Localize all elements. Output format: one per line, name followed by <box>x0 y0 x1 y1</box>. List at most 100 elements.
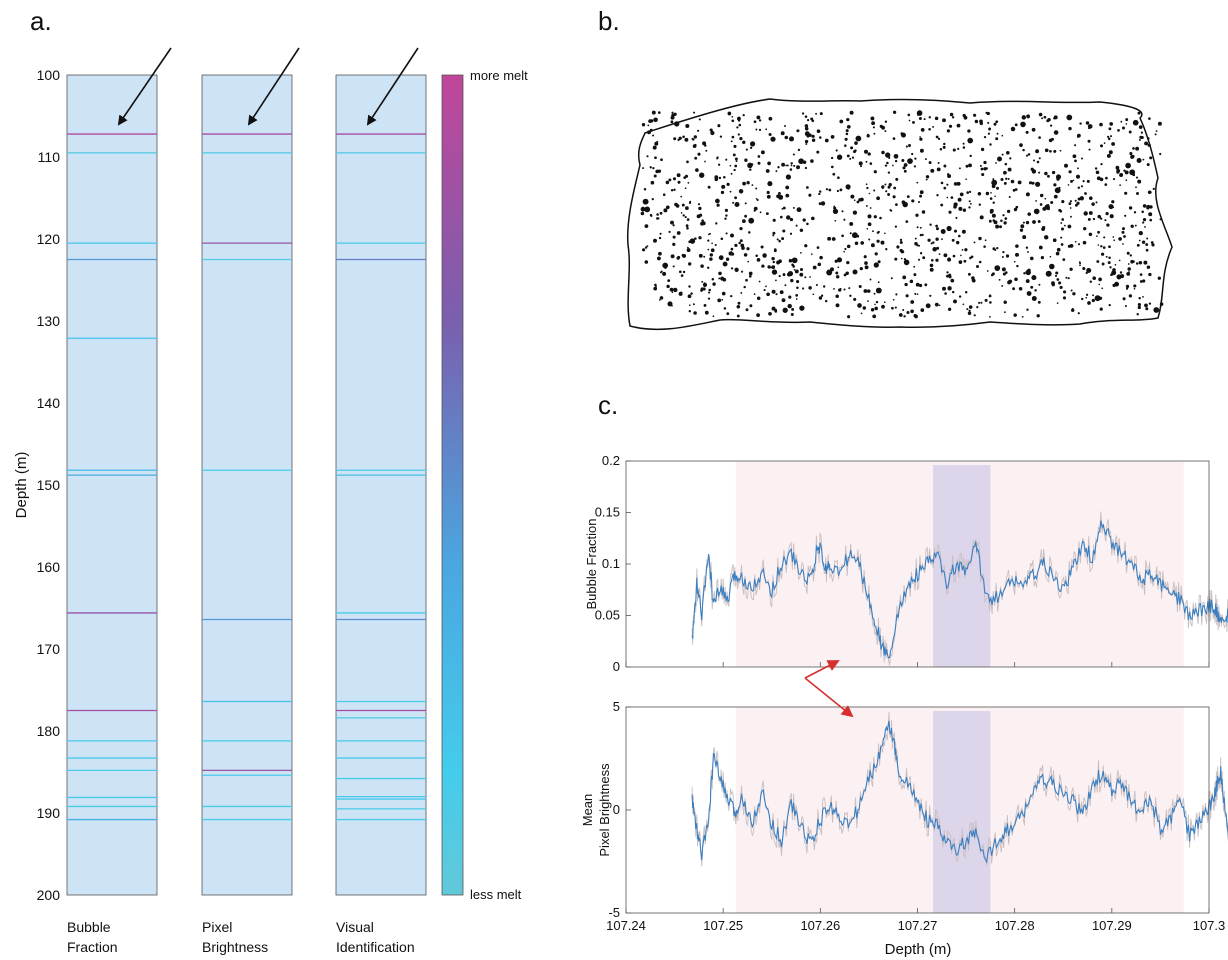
bubble-dot <box>892 195 896 199</box>
bubble-dot <box>916 114 919 116</box>
bubble-dot <box>650 119 654 123</box>
bubble-dot <box>702 141 707 146</box>
bubble-dot <box>1012 188 1016 192</box>
bubble-dot <box>729 164 732 167</box>
bubble-dot <box>928 128 931 131</box>
bubble-dot <box>672 224 675 227</box>
bubble-dot <box>1108 150 1113 155</box>
bubble-dot <box>943 164 947 168</box>
bubble-dot <box>798 158 804 165</box>
bubble-dot <box>728 251 733 256</box>
bubble-dot <box>1068 170 1072 174</box>
bubble-dot <box>750 141 756 147</box>
bubble-dot <box>734 196 738 200</box>
bubble-dot <box>1056 278 1060 281</box>
bubble-dot <box>901 132 906 138</box>
bubble-dot <box>934 302 939 307</box>
bubble-dot <box>811 216 815 221</box>
bubble-dot <box>848 287 851 290</box>
bubble-dot <box>693 135 697 139</box>
bubble-dot <box>967 272 971 276</box>
bubble-dot <box>1017 180 1022 185</box>
bubble-dot <box>962 142 965 145</box>
bubble-dot <box>978 203 981 206</box>
bubble-dot <box>723 175 726 179</box>
bubble-dot <box>734 267 739 272</box>
bubble-dot <box>670 220 674 225</box>
bubble-dot <box>1027 212 1031 216</box>
bubble-dot <box>676 231 681 235</box>
bubble-dot <box>1120 120 1123 123</box>
bubble-dot <box>758 280 761 283</box>
bubble-dot <box>1151 243 1155 247</box>
bubble-dot <box>978 260 982 264</box>
bubble-dot <box>976 306 979 309</box>
bubble-dot <box>948 273 952 277</box>
bubble-dot <box>951 290 955 294</box>
bubble-dot <box>780 131 785 136</box>
bubble-dot <box>730 233 734 238</box>
bubble-dot <box>1053 130 1059 135</box>
bubble-dot <box>739 239 743 243</box>
bubble-dot <box>755 187 758 190</box>
bubble-dot <box>756 296 761 301</box>
bubble-dot <box>1025 130 1029 134</box>
bubble-dot <box>771 257 775 261</box>
bubble-dot <box>1086 267 1092 274</box>
bubble-dot <box>967 137 974 144</box>
bubble-dot <box>788 136 795 142</box>
bubble-dot <box>1031 181 1035 185</box>
bubble-dot <box>955 216 958 219</box>
bubble-dot <box>967 129 971 133</box>
bubble-dot <box>668 230 671 233</box>
bubble-dot <box>968 190 972 194</box>
bubble-dot <box>918 117 922 120</box>
bubble-dot <box>738 189 744 194</box>
bubble-dot <box>1107 137 1111 141</box>
bubble-dot <box>894 306 897 309</box>
bubble-dot <box>950 196 954 199</box>
bubble-dot <box>1074 159 1077 163</box>
bubble-dot <box>925 303 931 309</box>
bubble-dot <box>1135 186 1137 189</box>
bubble-dot <box>1043 235 1049 240</box>
bubble-dot <box>874 306 878 311</box>
bubble-dot <box>1056 177 1060 181</box>
bubble-dot <box>1060 227 1065 231</box>
bubble-dot <box>644 224 649 229</box>
bubble-dot <box>984 298 988 302</box>
bubble-dot <box>992 201 995 204</box>
bubble-dot <box>835 303 840 308</box>
bubble-dot <box>1101 262 1105 266</box>
bubble-dot <box>1138 139 1141 141</box>
bubble-dot <box>852 269 858 275</box>
bubble-dot <box>818 192 821 196</box>
bubble-dot <box>951 238 955 242</box>
bubble-dot <box>948 124 953 128</box>
bubble-dot <box>866 227 869 230</box>
bubble-dot <box>666 284 670 289</box>
bubble-dot <box>869 278 872 281</box>
x-tick-label: 107.27 <box>898 918 938 933</box>
bubble-dot <box>778 275 781 278</box>
bubble-dot <box>970 202 972 205</box>
bubble-dot <box>1135 146 1140 151</box>
bubble-dot <box>1025 246 1029 249</box>
bubble-dot <box>1138 296 1141 300</box>
bubble-dot <box>892 137 896 140</box>
bubble-dot <box>768 311 772 316</box>
bubble-dot <box>750 163 754 166</box>
bubble-dot <box>802 218 806 222</box>
bubble-dot <box>757 155 761 158</box>
bubble-dot <box>1125 118 1129 122</box>
arrow-bubble-fraction <box>117 47 172 126</box>
bubble-dot <box>835 149 838 152</box>
bubble-dot <box>942 286 946 291</box>
bubble-dot <box>790 313 794 316</box>
bubble-dot <box>1068 126 1072 131</box>
bubble-dot <box>784 135 789 140</box>
bubble-dot <box>819 112 823 116</box>
bubble-dot <box>917 258 921 261</box>
bubble-dot <box>674 121 680 127</box>
bubble-dot <box>919 137 923 141</box>
